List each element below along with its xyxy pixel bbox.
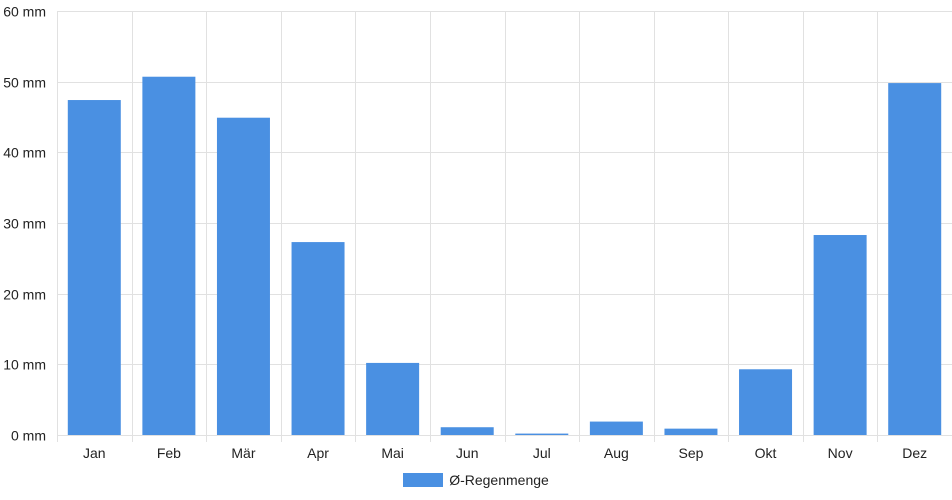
legend-label: Ø-Regenmenge (449, 472, 549, 488)
bar-sep[interactable] (664, 428, 718, 435)
x-tick-label: Mai (381, 445, 404, 461)
y-tick-label: 0 mm (11, 428, 46, 444)
x-tick-label: Mär (231, 445, 255, 461)
x-tick-label: Jan (83, 445, 106, 461)
bar-mai[interactable] (366, 362, 420, 435)
y-axis-ticks: 0 mm 10 mm 20 mm 30 mm 40 mm 50 mm 60 mm (3, 4, 46, 444)
bar-feb[interactable] (142, 76, 196, 435)
x-tick-label: Sep (678, 445, 703, 461)
bar-nov[interactable] (813, 235, 867, 435)
y-tick-label: 60 mm (3, 4, 46, 20)
bar-aug[interactable] (589, 421, 643, 435)
bar-chart: 0 mm 10 mm 20 mm 30 mm 40 mm 50 mm 60 mm Jan Fe… (3, 4, 952, 461)
bar-layer (67, 76, 942, 435)
y-tick-label: 20 mm (3, 287, 46, 303)
legend-swatch (403, 473, 444, 487)
y-tick-label: 40 mm (3, 145, 46, 161)
x-tick-label: Dez (902, 445, 927, 461)
bar-jul[interactable] (515, 433, 569, 435)
grid-layer (57, 11, 952, 442)
x-tick-label: Feb (157, 445, 181, 461)
bar-jan[interactable] (67, 100, 121, 435)
x-tick-label: Okt (755, 445, 777, 461)
bar-apr[interactable] (291, 242, 345, 435)
x-tick-label: Jun (456, 445, 479, 461)
x-axis-ticks: Jan Feb Mär Apr Mai Jun Jul Aug Sep Okt Nov Dez (83, 445, 927, 461)
x-tick-label: Nov (828, 445, 853, 461)
y-tick-label: 30 mm (3, 216, 46, 232)
bar-jun[interactable] (440, 427, 494, 435)
x-tick-label: Apr (307, 445, 329, 461)
y-tick-label: 50 mm (3, 75, 46, 91)
bar-okt[interactable] (739, 369, 793, 435)
x-tick-label: Aug (604, 445, 629, 461)
bar-dez[interactable] (888, 83, 942, 435)
bar-mär[interactable] (216, 117, 270, 435)
legend[interactable]: Ø-Regenmenge (0, 472, 952, 488)
x-tick-label: Jul (533, 445, 551, 461)
y-tick-label: 10 mm (3, 357, 46, 373)
